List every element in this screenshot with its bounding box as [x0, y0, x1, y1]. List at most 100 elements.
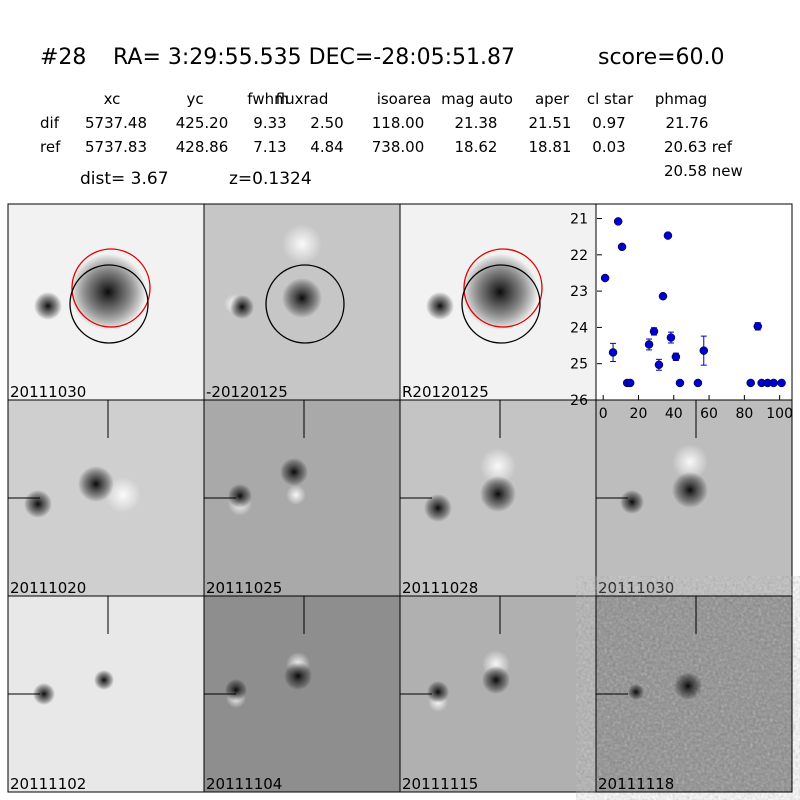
- column-header: aper: [535, 90, 570, 108]
- table-cell: 5737.83: [85, 138, 147, 156]
- source: [282, 278, 322, 318]
- panel-label: 20111030: [598, 579, 674, 597]
- image-panel: [595, 203, 793, 401]
- panel-frame: [595, 595, 793, 793]
- image-panel: -20120125: [203, 203, 401, 401]
- aperture: [461, 264, 541, 344]
- data-point: [699, 346, 709, 355]
- column-header: xc: [104, 90, 121, 108]
- row-label: dif: [40, 114, 60, 132]
- y-tick-label: 24: [570, 320, 588, 336]
- data-point: [608, 348, 618, 357]
- source: [482, 666, 510, 694]
- y-tick-label: 21: [570, 212, 588, 228]
- table-cell: 0.97: [592, 114, 625, 132]
- data-point: [666, 333, 676, 342]
- source: [94, 670, 114, 690]
- source: [280, 458, 308, 486]
- data-point: [675, 378, 685, 388]
- table-cell: 18.81: [529, 138, 572, 156]
- data-point: [600, 273, 610, 283]
- image-panel: 20111028: [399, 399, 597, 597]
- table-cell: 118.00: [372, 114, 425, 132]
- residual: [480, 448, 516, 484]
- panel-label: 20111028: [402, 579, 478, 597]
- source: [672, 472, 708, 508]
- y-tick-label: 25: [570, 357, 588, 373]
- image-panel: 20111102: [7, 595, 205, 793]
- distance: dist= 3.67: [80, 169, 169, 189]
- image-panel: 20111118: [595, 595, 793, 793]
- table-cell: 425.20: [176, 114, 229, 132]
- table-cell: 0.03: [592, 138, 625, 156]
- residual: [105, 477, 141, 513]
- panel-label: 20111025: [206, 579, 282, 597]
- data-point: [753, 322, 763, 331]
- source: [230, 295, 254, 319]
- image-panel: 20111030: [7, 203, 205, 401]
- x-tick-label: 80: [735, 406, 753, 422]
- data-point: [644, 340, 654, 349]
- phmag-new: 20.58 new: [664, 162, 743, 180]
- table-cell: 21.38: [455, 114, 498, 132]
- source: [620, 490, 644, 514]
- aperture: [71, 248, 151, 328]
- candidate-id: #28: [40, 45, 86, 70]
- residual: [282, 224, 322, 264]
- residual: [286, 485, 306, 505]
- table-cell: 428.86: [176, 138, 229, 156]
- panel-label: 20111020: [10, 579, 86, 597]
- panel-label: 20111102: [10, 775, 86, 793]
- source: [628, 684, 644, 700]
- panel-label: R20120125: [402, 383, 489, 401]
- panel-label: 20111104: [206, 775, 282, 793]
- source: [674, 672, 702, 700]
- data-point: [658, 291, 668, 301]
- data-point: [649, 327, 659, 336]
- column-header: fluxrad: [276, 90, 329, 108]
- source: [78, 466, 114, 502]
- panel-background: [596, 204, 792, 400]
- panel-label: 20111030: [10, 383, 86, 401]
- data-point: [671, 352, 681, 362]
- x-tick-label: 60: [700, 406, 718, 422]
- source: [427, 681, 449, 703]
- table-cell: 21.51: [529, 114, 572, 132]
- y-tick-label: 23: [570, 284, 588, 300]
- source: [228, 484, 252, 508]
- panel-label: -20120125: [206, 383, 288, 401]
- x-tick-label: 100: [766, 406, 793, 422]
- score: score=60.0: [598, 45, 725, 70]
- panel-label: 20111115: [402, 775, 478, 793]
- row-label: ref: [40, 138, 61, 156]
- table-cell: 4.84: [310, 138, 343, 156]
- column-header: phmag: [655, 90, 707, 108]
- aperture: [463, 248, 543, 328]
- data-point: [663, 231, 673, 240]
- y-tick-label: 26: [570, 393, 588, 409]
- source: [462, 254, 538, 330]
- image-panel: 20111115: [399, 595, 597, 793]
- data-point: [769, 378, 778, 388]
- data-point: [613, 217, 623, 226]
- source: [33, 683, 55, 705]
- table-cell: 2.50: [310, 114, 343, 132]
- aperture: [69, 264, 149, 344]
- data-point: [625, 378, 635, 388]
- image-panel: 20111030: [595, 399, 793, 597]
- table-cell: 21.76: [666, 114, 709, 132]
- x-tick-label: 20: [630, 406, 648, 422]
- data-point: [693, 378, 703, 388]
- source: [284, 662, 312, 690]
- data-point: [617, 242, 627, 252]
- redshift: z=0.1324: [229, 169, 312, 189]
- table-cell: 18.62: [455, 138, 498, 156]
- table-cell: 9.33: [253, 114, 286, 132]
- data-point: [777, 378, 786, 388]
- image-panel: R20120125: [399, 203, 597, 401]
- x-tick-label: 0: [599, 406, 608, 422]
- coordinates: RA= 3:29:55.535 DEC=-28:05:51.87: [113, 45, 515, 70]
- column-header: cl star: [587, 90, 634, 108]
- source: [70, 254, 146, 330]
- source: [225, 679, 247, 701]
